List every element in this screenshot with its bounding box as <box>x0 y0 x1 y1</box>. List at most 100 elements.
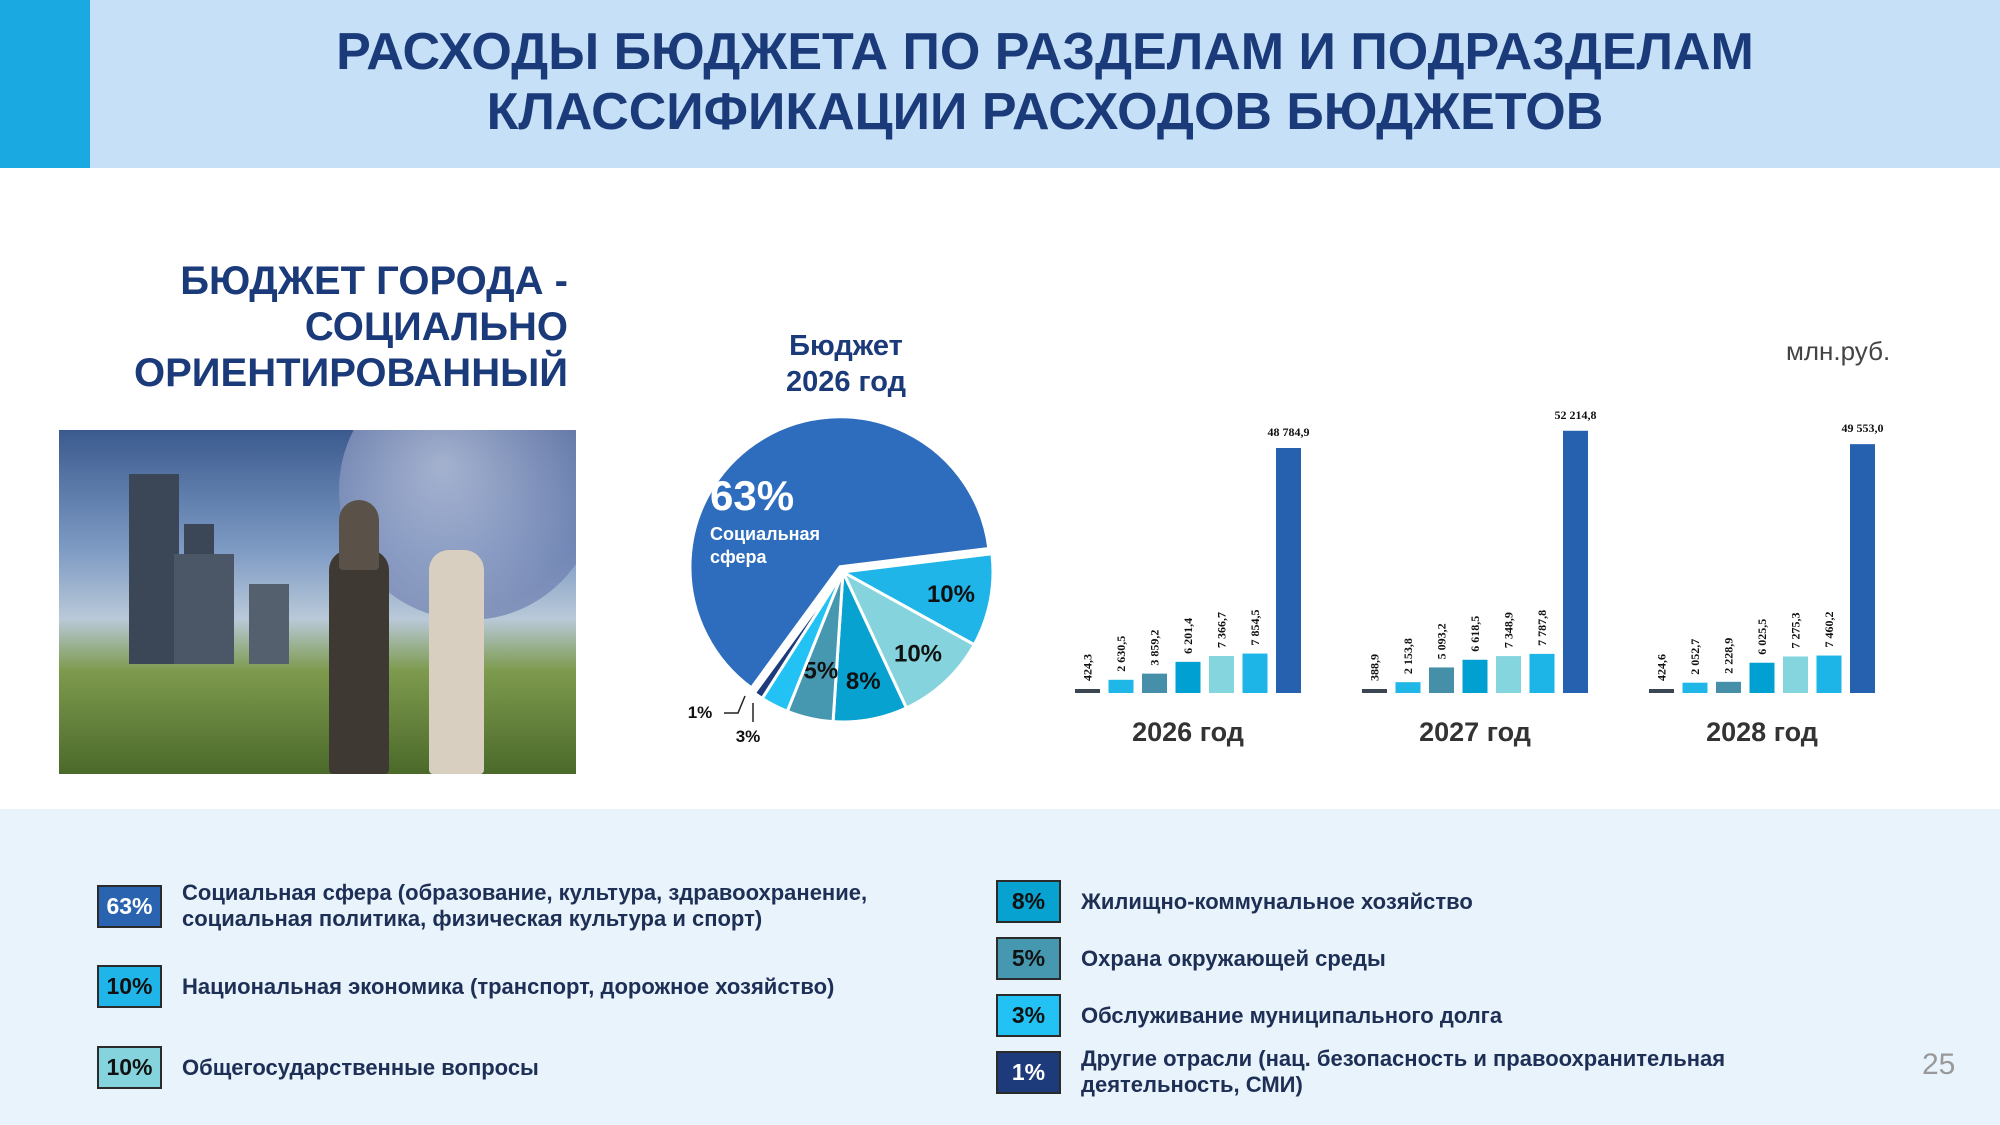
bar <box>1563 430 1588 693</box>
building <box>249 584 289 664</box>
bar <box>1462 659 1488 693</box>
legend-label: Социальная сфера (образование, культура,… <box>182 880 868 931</box>
bar-value-label: 7 348,9 <box>1502 612 1516 648</box>
bar-value-label: 424,6 <box>1655 654 1669 681</box>
bar <box>1783 656 1808 693</box>
heading-line-1: БЮДЖЕТ ГОРОДА - <box>180 259 568 303</box>
budget-pie-chart: 10% 10% 8% 5% 3% 1% 63% Социальная сфера <box>688 415 995 746</box>
bar-value-label: 7 787,8 <box>1535 610 1549 646</box>
father-figure <box>329 550 389 774</box>
bar-value-label: 2 630,5 <box>1114 636 1128 672</box>
legend-swatch: 8% <box>996 880 1061 923</box>
pie-title-text: Бюджет 2026 год <box>785 330 906 398</box>
bar-value-label: 7 275,3 <box>1789 612 1803 648</box>
pie-slice <box>838 552 995 647</box>
pie-slice-sublabel: Социальная <box>710 524 820 544</box>
bar-value-label: 2 228,9 <box>1722 638 1736 674</box>
pie-slice-label: 10% <box>894 640 942 667</box>
title-line-2: КЛАССИФИКАЦИИ РАСХОДОВ БЮДЖЕТОВ <box>486 83 1604 141</box>
building <box>174 554 234 664</box>
bar <box>1649 689 1674 693</box>
legend-swatch: 3% <box>996 994 1061 1037</box>
bar-value-label: 52 214,8 <box>1555 408 1597 422</box>
leader-line <box>724 695 746 714</box>
bar-value-label: 7 854,5 <box>1248 610 1262 646</box>
pie-slice-label: 3% <box>736 727 761 746</box>
legend-label: Обслуживание муниципального долга <box>1081 1002 1503 1028</box>
bar <box>1075 689 1100 693</box>
legend-swatch: 10% <box>97 965 162 1008</box>
bar <box>1395 682 1421 693</box>
pie-slice-label: 10% <box>927 581 975 608</box>
bar <box>1429 667 1454 693</box>
year-label: 2027 год <box>1419 717 1531 747</box>
pie-slice-label: 5% <box>804 658 839 685</box>
bar <box>1108 679 1134 693</box>
pie-title: Бюджет 2026 год <box>746 328 946 400</box>
legend-item: 10% Общегосударственные вопросы <box>97 1046 957 1089</box>
legend-label: Национальная экономика (транспорт, дорож… <box>182 973 835 999</box>
page-title: РАСХОДЫ БЮДЖЕТА ПО РАЗДЕЛАМ И ПОДРАЗДЕЛА… <box>90 22 2000 142</box>
pie-slice <box>839 568 977 710</box>
legend-item: 1% Другие отрасли (нац. безопасность и пр… <box>996 1046 1816 1098</box>
legend-swatch: 1% <box>996 1050 1061 1094</box>
bar <box>1362 689 1387 693</box>
bar-value-label: 3 859,2 <box>1148 630 1162 666</box>
legend-swatch: 63% <box>97 884 162 928</box>
pie-slice-label: 8% <box>846 668 881 695</box>
legend-label: Охрана окружающей среды <box>1081 945 1386 971</box>
bar <box>1496 656 1521 693</box>
pie-slice-label: 1% <box>688 703 713 722</box>
bar <box>1529 653 1555 693</box>
year-label: 2028 год <box>1706 717 1818 747</box>
bar <box>1142 673 1167 693</box>
legend-item: 3% Обслуживание муниципального долга <box>996 994 1816 1037</box>
header-accent <box>0 0 90 168</box>
bar-value-label: 6 201,4 <box>1181 618 1195 654</box>
legend-item: 8% Жилищно-коммунальное хозяйство <box>996 880 1816 923</box>
bar <box>1749 662 1775 693</box>
bar-value-label: 6 618,5 <box>1468 616 1482 652</box>
pie-slice <box>752 571 845 701</box>
pie-slice-sublabel: сфера <box>710 547 768 567</box>
child-figure <box>339 500 379 570</box>
bar-value-label: 48 784,9 <box>1268 425 1310 439</box>
bar <box>1242 653 1268 693</box>
bar-value-label: 49 553,0 <box>1842 421 1884 435</box>
mother-figure <box>429 550 484 774</box>
bar-value-label: 388,9 <box>1368 654 1382 681</box>
pie-slice-label: 63% <box>710 472 794 519</box>
bar <box>1682 682 1708 693</box>
building <box>129 474 179 664</box>
bar-value-label: 2 153,8 <box>1401 638 1415 674</box>
legend-item: 10% Национальная экономика (транспорт, до… <box>97 965 957 1008</box>
expenses-bar-chart: 424,3 2 630,5 3 859,2 6 201,4 7 366,7 7 854,5… <box>1075 408 1884 747</box>
bar-value-label: 7 460,2 <box>1822 612 1836 648</box>
legend-item: 63% Социальная сфера (образование, культу… <box>97 880 957 932</box>
bar-value-label: 424,3 <box>1081 654 1095 681</box>
legend-item: 5% Охрана окружающей среды <box>996 937 1816 980</box>
legend-swatch: 5% <box>996 937 1061 980</box>
bar-value-label: 6 025,5 <box>1755 619 1769 655</box>
legend-label: Жилищно-коммунальное хозяйство <box>1081 888 1473 914</box>
heading-line-2: СОЦИАЛЬНО <box>304 305 568 349</box>
heading-line-3: ОРИЕНТИРОВАННЫЙ <box>133 351 568 395</box>
bar <box>1850 444 1875 693</box>
bar-value-label: 2 052,7 <box>1688 639 1702 675</box>
header: РАСХОДЫ БЮДЖЕТА ПО РАЗДЕЛАМ И ПОДРАЗДЕЛА… <box>0 0 2000 168</box>
unit-label: млн.руб. <box>1786 336 1891 366</box>
bar-value-label: 5 093,2 <box>1435 623 1449 659</box>
pie-slice <box>688 415 991 690</box>
page-number: 25 <box>1922 1048 1956 1081</box>
bar <box>1716 681 1741 693</box>
bar-value-label: 7 366,7 <box>1215 612 1229 648</box>
section-heading: БЮДЖЕТ ГОРОДА - СОЦИАЛЬНО ОРИЕНТИРОВАННЫ… <box>8 258 568 396</box>
family-city-photo <box>59 430 576 774</box>
bar <box>1209 656 1234 693</box>
title-line-1: РАСХОДЫ БЮДЖЕТА ПО РАЗДЕЛАМ И ПОДРАЗДЕЛА… <box>336 23 1754 81</box>
bar <box>1816 655 1842 693</box>
legend-swatch: 10% <box>97 1046 162 1089</box>
legend-label: Общегосударственные вопросы <box>182 1054 539 1080</box>
legend-label: Другие отрасли (нац. безопасность и прав… <box>1081 1046 1726 1097</box>
year-label: 2026 год <box>1132 717 1244 747</box>
